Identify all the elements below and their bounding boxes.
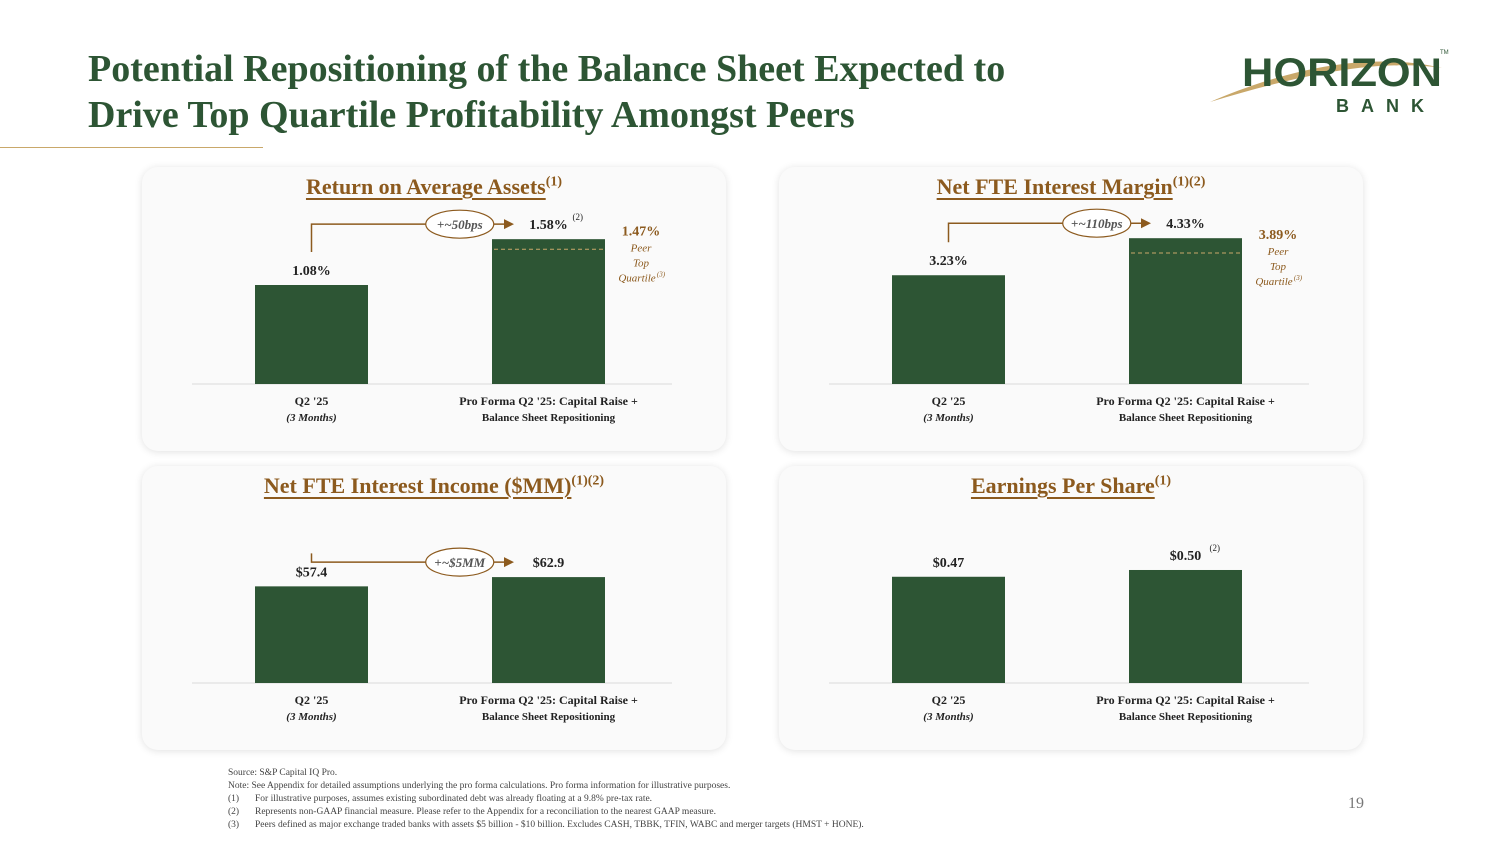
change-label: +~$5MM [434, 555, 485, 570]
value-label: $0.47 [933, 556, 965, 571]
bar [1129, 238, 1242, 384]
peer-label-line1: Peer [630, 242, 652, 254]
eps-chart-panel: Earnings Per Share(1) $0.47 Q2 '25 (3 Mont… [779, 466, 1363, 750]
change-arrowhead [504, 557, 514, 568]
peer-label-sup: (3) [1294, 274, 1303, 282]
peer-label-line2: Top [1270, 261, 1287, 273]
category-sublabel: (3 Months) [923, 412, 973, 424]
general-note: Note: See Appendix for detailed assumpti… [228, 780, 731, 791]
eps-chart: $0.47 Q2 '25 (3 Months) $0.50 (2) Pro Forma Q… [829, 543, 1309, 723]
category-label: Pro Forma Q2 '25: Capital Raise + [1096, 394, 1275, 408]
bar [892, 576, 1005, 683]
category-label: Pro Forma Q2 '25: Capital Raise + [1096, 693, 1275, 707]
value-label: 4.33% [1166, 217, 1205, 232]
change-badge [425, 209, 495, 239]
logo-subtitle: BANK [1336, 96, 1436, 116]
roaa-chart: 1.08% Q2 '25 (3 Months) 1.58% (2) Pro Forma Q… [192, 209, 672, 424]
peer-label-line2: Top [633, 257, 650, 269]
value-label: $57.4 [296, 565, 328, 580]
value-label: $62.9 [533, 556, 565, 571]
category-sublabel: (3 Months) [923, 711, 973, 723]
logo-trademark: TM [1440, 50, 1449, 56]
title-divider [0, 147, 263, 148]
roaa-chart-panel: Return on Average Assets(1) 1.08% Q2 '25 (… [142, 167, 726, 451]
value-label-sup: (2) [573, 212, 584, 222]
change-label: +~110bps [1071, 216, 1123, 231]
peer-value-label: 3.89% [1259, 228, 1298, 243]
bar [1129, 569, 1242, 683]
bar [492, 577, 605, 683]
category-label: Pro Forma Q2 '25: Capital Raise + [459, 693, 638, 707]
change-badge [1062, 208, 1132, 238]
value-label: $0.50 [1170, 549, 1202, 564]
nii-chart-panel: Net FTE Interest Income ($MM)(1)(2) $57.… [142, 466, 726, 750]
chart-title: Earnings Per Share(1) [970, 473, 1172, 498]
page-title-line-2: Drive Top Quartile Profitability Amongst… [88, 94, 855, 136]
nii-chart: $57.4 Q2 '25 (3 Months) $62.9 Pro Forma Q2 '… [192, 547, 672, 723]
bar [255, 285, 368, 384]
category-label: Q2 '25 [932, 693, 966, 707]
value-label-sup: (2) [1210, 543, 1221, 553]
bar [892, 275, 1005, 384]
change-badge [425, 547, 495, 577]
peer-label-line3: Quartile [1255, 276, 1292, 288]
change-arrowhead [504, 219, 514, 230]
peer-label-sup: (3) [657, 270, 666, 278]
change-arrowhead [1141, 218, 1151, 229]
category-label: Pro Forma Q2 '25: Capital Raise + [459, 394, 638, 408]
category-label: Q2 '25 [932, 394, 966, 408]
change-label: +~50bps [437, 217, 483, 232]
horizon-bank-logo: HORIZON BANK TM [1206, 40, 1456, 120]
chart-title: Net FTE Interest Income ($MM)(1)(2) [263, 473, 605, 498]
category-sublabel: (3 Months) [286, 711, 336, 723]
category-sublabel: Balance Sheet Repositioning [482, 711, 616, 723]
category-sublabel: Balance Sheet Repositioning [1119, 711, 1253, 723]
nim-chart-panel: Net FTE Interest Margin(1)(2) 3.23% Q2 '2… [779, 167, 1363, 451]
page-title-line-1: Potential Repositioning of the Balance S… [88, 48, 1006, 90]
value-label: 1.58% [529, 218, 568, 233]
chart-title: Net FTE Interest Margin(1)(2) [936, 174, 1206, 199]
peer-label-line3: Quartile [618, 272, 655, 284]
footnote-2: (2) Represents non-GAAP financial measure… [228, 806, 716, 817]
bar [492, 239, 605, 384]
footnote-1: (1) For illustrative purposes, assumes ex… [228, 793, 653, 804]
page-number: 19 [1348, 795, 1364, 812]
category-sublabel: Balance Sheet Repositioning [482, 412, 616, 424]
category-label: Q2 '25 [295, 693, 329, 707]
chart-title: Return on Average Assets(1) [305, 174, 563, 199]
logo-wordmark: HORIZON [1242, 51, 1442, 95]
nim-chart: 3.23% Q2 '25 (3 Months) 4.33% Pro Forma Q2 '… [829, 208, 1309, 424]
footnotes: Source: S&P Capital IQ Pro. Note: See Ap… [228, 767, 1228, 832]
category-label: Q2 '25 [295, 394, 329, 408]
footnote-3: (3) Peers defined as major exchange trade… [228, 819, 864, 830]
category-sublabel: (3 Months) [286, 412, 336, 424]
category-sublabel: Balance Sheet Repositioning [1119, 412, 1253, 424]
peer-value-label: 1.47% [622, 224, 661, 239]
bar [255, 586, 368, 683]
page-title: Potential Repositioning of the Balance S… [88, 46, 1188, 138]
peer-label-line1: Peer [1267, 246, 1289, 258]
value-label: 3.23% [929, 254, 968, 269]
value-label: 1.08% [292, 264, 331, 279]
source-note: Source: S&P Capital IQ Pro. [228, 768, 338, 778]
